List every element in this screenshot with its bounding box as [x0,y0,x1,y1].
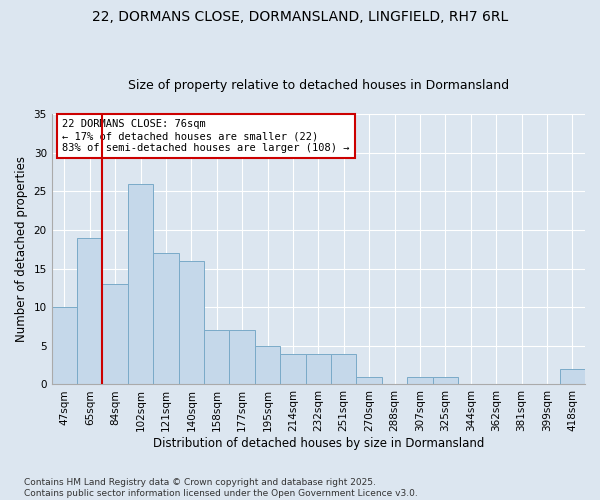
Bar [356,376,382,384]
Y-axis label: Number of detached properties: Number of detached properties [15,156,28,342]
Bar [153,253,179,384]
Bar [77,238,103,384]
Bar [204,330,229,384]
Bar [52,307,77,384]
Bar [128,184,153,384]
Bar [305,354,331,384]
Bar [407,376,433,384]
Text: Contains HM Land Registry data © Crown copyright and database right 2025.
Contai: Contains HM Land Registry data © Crown c… [24,478,418,498]
Title: Size of property relative to detached houses in Dormansland: Size of property relative to detached ho… [128,79,509,92]
Bar [433,376,458,384]
X-axis label: Distribution of detached houses by size in Dormansland: Distribution of detached houses by size … [152,437,484,450]
Bar [331,354,356,384]
Bar [560,369,585,384]
Text: 22 DORMANS CLOSE: 76sqm
← 17% of detached houses are smaller (22)
83% of semi-de: 22 DORMANS CLOSE: 76sqm ← 17% of detache… [62,120,350,152]
Bar [179,261,204,384]
Bar [280,354,305,384]
Bar [103,284,128,384]
Bar [229,330,255,384]
Bar [255,346,280,385]
Text: 22, DORMANS CLOSE, DORMANSLAND, LINGFIELD, RH7 6RL: 22, DORMANS CLOSE, DORMANSLAND, LINGFIEL… [92,10,508,24]
